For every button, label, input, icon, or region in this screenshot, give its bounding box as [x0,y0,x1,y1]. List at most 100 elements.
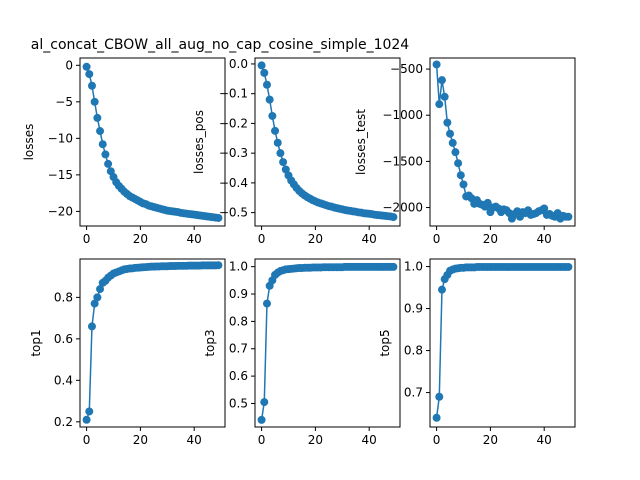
subplot-losses_pos: 0 20 40 0.0 −0.1 −0.2 −0.3 −0.4 −0.5 losses_pos [192,57,401,246]
data-point [432,413,441,422]
data-point [435,392,444,401]
subplot-grid: 0 20 40 0 −5 −10 −15 −20 losses 0 20 40 0.0 −0.1 −0.2 −… [22,57,576,447]
subplot-top1: 0 20 40 0.2 0.4 0.6 0.8 top1 [29,258,226,447]
data-point [564,212,573,221]
y-tick-label: −1500 [382,154,423,168]
y-tick-label: 0.7 [404,386,423,400]
data-point [85,407,94,416]
data-point [85,70,94,79]
data-point [257,415,266,424]
data-point [82,415,91,424]
x-tick-label: 40 [187,232,202,246]
axes-frame [429,57,576,227]
data-point [389,213,398,222]
y-tick-label: 0.6 [229,369,248,383]
y-tick-label: −10 [48,131,73,145]
data-point [271,126,280,135]
figure-title: al_concat_CBOW_all_aug_no_cap_cosine_sim… [31,37,410,53]
data-point [87,322,96,331]
y-tick-label: 0.8 [404,344,423,358]
subplot-losses: 0 20 40 0 −5 −10 −15 −20 losses [22,57,226,246]
y-tick-label: −500 [390,62,423,76]
data-point [281,165,290,174]
data-point [214,213,223,222]
x-tick-label: 20 [308,433,323,447]
data-point [98,140,107,149]
data-point [265,95,274,104]
y-tick-label: 0.6 [54,332,73,346]
x-tick-label: 20 [483,232,498,246]
data-point [456,171,465,180]
y-tick-label: 1.0 [404,260,423,274]
y-axis-label: top3 [203,329,217,356]
data-point [82,62,91,71]
y-tick-label: 0.8 [229,314,248,328]
data-point [446,129,455,138]
x-tick-label: 0 [258,433,266,447]
x-tick-label: 20 [308,232,323,246]
y-tick-label: 0.4 [54,373,73,387]
y-tick-label: 0.9 [404,302,423,316]
y-tick-label: 0.7 [229,342,248,356]
data-point [90,97,99,106]
y-axis-label: top5 [378,329,392,356]
data-point [435,100,444,109]
x-tick-label: 0 [433,433,441,447]
x-tick-label: 40 [362,232,377,246]
data-point [437,285,446,294]
x-tick-label: 0 [83,433,91,447]
data-point [451,148,460,157]
data-point [262,80,271,89]
y-tick-label: −20 [48,204,73,218]
y-tick-label: 0.8 [54,290,73,304]
data-point [454,159,463,168]
subplot-top3: 0 20 40 0.5 0.6 0.7 0.8 0.9 1.0 top3 [203,258,401,447]
data-point [483,198,492,207]
x-tick-label: 40 [187,433,202,447]
y-tick-label: −5 [55,95,73,109]
data-point [96,127,105,136]
y-tick-label: −0.4 [219,176,248,190]
data-point [448,138,457,147]
axes-frame [254,57,401,227]
data-point [564,262,573,271]
data-point [273,138,282,147]
axes-frame [79,57,226,227]
data-point [260,398,269,407]
data-point [257,61,266,70]
data-point [93,293,102,302]
data-point [443,118,452,127]
x-tick-label: 40 [537,232,552,246]
axes-frame [79,258,226,428]
y-axis-label: losses_test [354,109,368,175]
data-point [389,262,398,271]
y-tick-label: 0.2 [54,415,73,429]
x-tick-label: 0 [433,232,441,246]
y-tick-label: 0.9 [229,287,248,301]
y-tick-label: −0.2 [219,116,248,130]
y-axis-label: losses_pos [192,110,206,174]
data-point [101,150,110,159]
data-point [440,92,449,101]
data-point [96,285,105,294]
x-tick-label: 0 [258,232,266,246]
data-point [93,113,102,122]
x-tick-label: 20 [483,433,498,447]
data-point [260,68,269,77]
x-tick-label: 0 [83,232,91,246]
x-tick-label: 20 [133,232,148,246]
data-point [432,60,441,69]
data-point [279,158,288,167]
subplot-top5: 0 20 40 0.7 0.8 0.9 1.0 top5 [378,258,576,447]
x-tick-label: 20 [133,433,148,447]
data-point [87,81,96,90]
axes-frame [254,258,401,428]
y-tick-label: −2000 [382,201,423,215]
data-point [104,159,113,168]
y-tick-label: 0 [65,58,73,72]
y-tick-label: 0.0 [229,57,248,71]
y-axis-label: losses [22,124,36,161]
y-tick-label: −15 [48,168,73,182]
